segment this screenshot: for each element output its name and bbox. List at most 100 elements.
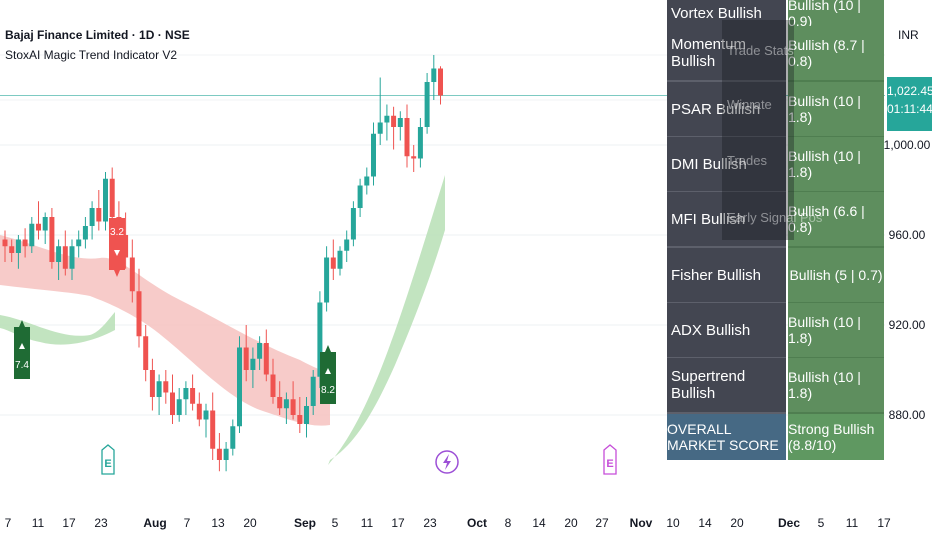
candle-body: [223, 448, 229, 460]
signal-value: 3.2: [110, 227, 124, 238]
symbol-title[interactable]: Bajaj Finance Limited · 1D · NSE: [5, 28, 190, 42]
price-tick-label: 880.00: [889, 408, 926, 422]
earnings-icon: [603, 444, 617, 475]
candle-body: [123, 235, 129, 258]
candle-body: [230, 426, 236, 449]
time-tick-label: 23: [423, 516, 437, 530]
candle-body: [263, 343, 269, 375]
candle-body: [156, 381, 162, 397]
indicator-row: Momentum Bullish Bullish (8.7 | 0.8): [667, 26, 884, 82]
candle-body: [357, 185, 363, 208]
up-arrow-icon: [19, 343, 25, 349]
candle-body: [350, 208, 356, 240]
indicator-name-cell: Momentum Bullish: [667, 26, 786, 82]
candle-body: [404, 118, 410, 157]
up-arrow-icon: [325, 368, 331, 374]
sell-signal-label: [109, 218, 125, 277]
indicator-name-cell: ADX Bullish: [667, 303, 786, 359]
bullish-trend-band: [328, 175, 445, 465]
signal-value: 7.4: [15, 360, 29, 371]
candle-body: [317, 302, 323, 377]
time-tick-label: 11: [846, 516, 859, 530]
candle-body: [210, 410, 216, 449]
candle-body: [49, 217, 55, 262]
time-tick-label: 17: [391, 516, 405, 530]
candle-body: [163, 381, 169, 393]
candle-body: [82, 226, 88, 240]
bar-countdown: 01:11:44: [887, 102, 932, 116]
time-tick-label: 13: [211, 516, 225, 530]
time-tick-label: 20: [564, 516, 578, 530]
candle-body: [297, 415, 303, 424]
time-tick-label: 8: [505, 516, 512, 530]
candle-body: [243, 347, 249, 370]
price-tick-label: 960.00: [889, 228, 926, 242]
candle-body: [89, 208, 95, 226]
last-price-value: 1,022.45: [887, 84, 932, 98]
candle-body: [397, 118, 403, 127]
indicator-name[interactable]: StoxAI Magic Trend Indicator V2: [5, 48, 178, 62]
earnings-letter: E: [606, 458, 613, 470]
candle-body: [76, 239, 82, 247]
indicator-name-cell: DMI Bullish: [667, 137, 786, 193]
time-axis: 7 11 17 23 Aug 7 13 20 Sep 5 11 17 23 Oct 8 14 20 27 Nov 10…: [5, 516, 891, 530]
earnings-letter: E: [104, 458, 111, 470]
candles: [2, 55, 443, 472]
indicator-summary-table: Vortex Bullish Bullish (10 | 0.9) Momentum…: [667, 0, 884, 460]
time-tick-label: Oct: [467, 516, 487, 530]
indicator-name-cell: MFI Bullish: [667, 192, 786, 248]
candle-body: [29, 223, 35, 247]
candle-body: [196, 403, 202, 420]
time-tick-label: 5: [818, 516, 825, 530]
indicator-name-cell: Supertrend Bullish: [667, 358, 786, 414]
candle-body: [103, 178, 108, 222]
indicator-value-cell: Bullish (5 | 0.7): [788, 248, 884, 304]
price-tick-label: 1,000.00: [884, 138, 931, 152]
time-tick-label: 5: [332, 516, 339, 530]
candle-body: [364, 176, 370, 186]
indicator-value-cell: Bullish (10 | 1.8): [788, 82, 884, 138]
time-tick-label: 14: [532, 516, 546, 530]
candle-body: [62, 246, 68, 269]
candle-body: [216, 448, 222, 460]
buy-signal-label: [14, 320, 30, 379]
candle-body: [15, 239, 21, 253]
candle-body: [136, 291, 142, 337]
candle-body: [36, 223, 41, 231]
candle-body: [438, 68, 443, 96]
indicator-row: MFI Bullish Bullish (6.6 | 0.8): [667, 192, 884, 248]
time-tick-label: 17: [62, 516, 76, 530]
indicator-value-cell: Bullish (6.6 | 0.8): [788, 192, 884, 248]
bearish-trend-band: [0, 235, 330, 426]
candle-body: [96, 208, 102, 222]
candle-body: [310, 376, 316, 406]
candle-body: [270, 374, 276, 397]
lightning-icon: [443, 454, 451, 470]
time-tick-label: 20: [243, 516, 257, 530]
indicator-row: Supertrend Bullish Bullish (10 | 1.8): [667, 358, 884, 414]
candle-body: [283, 399, 289, 409]
candle-body: [371, 133, 376, 177]
currency-label[interactable]: INR: [898, 28, 919, 42]
time-tick-label: 11: [32, 516, 45, 530]
candle-body: [109, 178, 115, 217]
time-tick-label: 11: [361, 516, 374, 530]
indicator-value-cell: Bullish (10 | 1.8): [788, 303, 884, 359]
candle-body: [377, 122, 383, 134]
candle-body: [203, 410, 209, 420]
candle-body: [417, 127, 423, 159]
down-arrow-icon: [114, 250, 120, 256]
candle-body: [170, 392, 175, 415]
earnings-icon: [101, 444, 115, 475]
overlay-early-signal: Early Signal Pos: [727, 210, 823, 225]
candle-body: [344, 239, 350, 251]
candle-body: [176, 399, 182, 415]
magic-trend-bands: [0, 175, 445, 465]
indicator-value-cell: Bullish (10 | 1.8): [788, 137, 884, 193]
candle-body: [237, 347, 242, 427]
overall-score-row: OVERALL MARKET SCORE Strong Bullish (8.8/…: [667, 414, 884, 460]
overall-score-label: OVERALL MARKET SCORE: [667, 414, 786, 460]
signal-labels: 7.4 3.2 8.2: [14, 218, 336, 404]
